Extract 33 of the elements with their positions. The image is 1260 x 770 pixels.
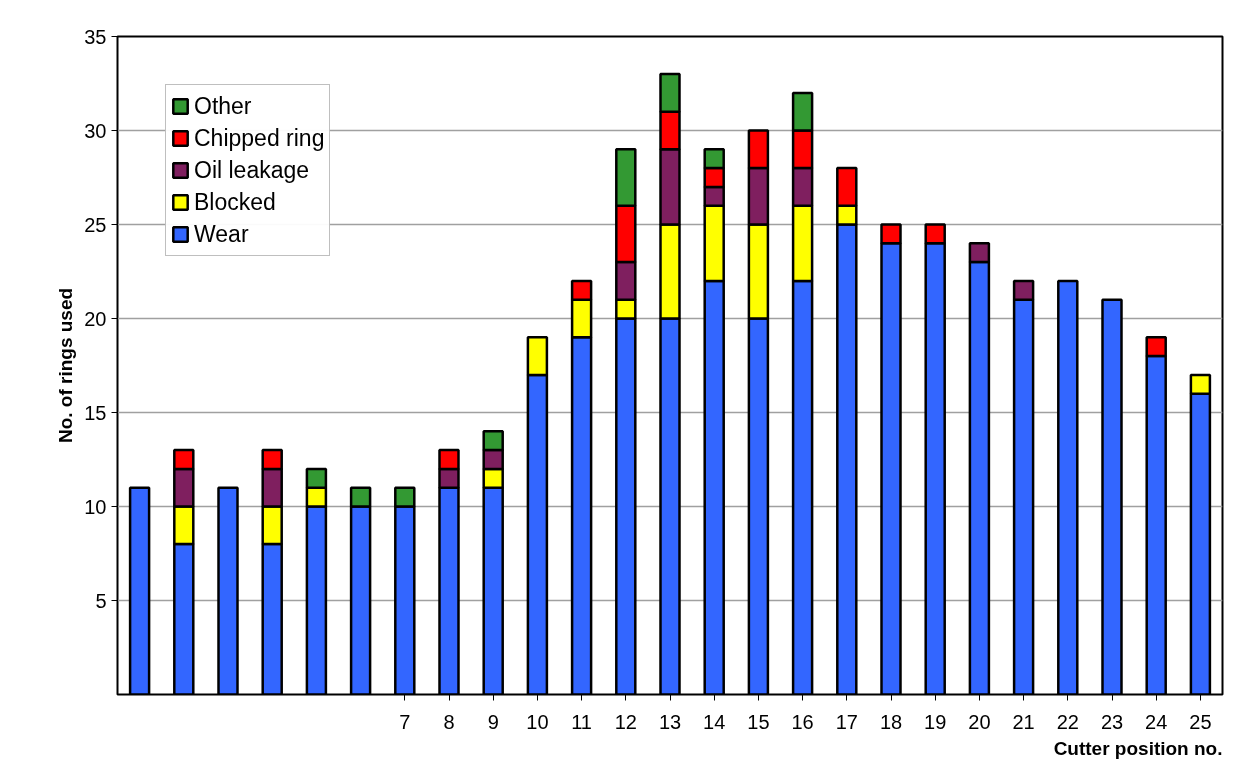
- legend-label: Oil leakage: [194, 155, 310, 185]
- x-tick-label: 15: [747, 710, 770, 733]
- legend-label: Other: [194, 91, 252, 121]
- y-tick-label: 20: [84, 307, 107, 330]
- x-tick-label: 21: [1012, 710, 1035, 733]
- legend-label: Chipped ring: [194, 123, 325, 153]
- legend-label: Blocked: [194, 187, 276, 217]
- x-tick-label: 12: [614, 710, 637, 733]
- x-tick-label: 17: [835, 710, 858, 733]
- y-tick-label: 5: [95, 589, 107, 612]
- x-tick-label: 24: [1145, 710, 1168, 733]
- y-axis-title: No. of rings used: [55, 287, 77, 444]
- y-tick-label: 10: [84, 495, 107, 518]
- x-tick-label: 22: [1056, 710, 1079, 733]
- y-tick-label: 25: [84, 213, 107, 236]
- x-tick-label: 16: [791, 710, 814, 733]
- y-tick-label: 35: [84, 25, 107, 48]
- x-tick-label: 11: [571, 710, 592, 733]
- x-tick-label: 8: [443, 710, 455, 733]
- x-axis-title: Cutter position no.: [1053, 737, 1223, 759]
- x-tick-label: 20: [968, 710, 991, 733]
- x-tick-label: 19: [924, 710, 947, 733]
- y-tick-label: 15: [84, 401, 107, 424]
- x-tick-label: 25: [1189, 710, 1212, 733]
- x-tick-label: 18: [879, 710, 903, 733]
- x-tick-label: 14: [703, 710, 726, 733]
- x-tick-label: 7: [399, 710, 411, 733]
- x-tick-label: 13: [658, 710, 682, 733]
- y-tick-label: 30: [84, 119, 107, 142]
- legend-label: Wear: [194, 219, 249, 249]
- x-tick-label: 9: [487, 710, 499, 733]
- x-tick-label: 23: [1100, 710, 1124, 733]
- x-tick-label: 10: [526, 710, 549, 733]
